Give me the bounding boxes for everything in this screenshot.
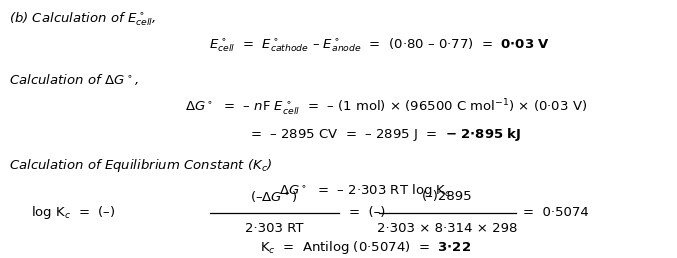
Text: (b) Calculation of $E^\circ_{cell}$,: (b) Calculation of $E^\circ_{cell}$,	[9, 10, 156, 28]
Text: =  (–): = (–)	[349, 206, 385, 219]
Text: $E^\circ_{cell}$  =  $E^\circ_{cathode}$ – $E^\circ_{anode}$  =  (0·80 – 0·77)  : $E^\circ_{cell}$ = $E^\circ_{cathode}$ –…	[209, 36, 550, 54]
Text: K$_c$  =  Antilog (0·5074)  =  $\mathbf{3{\cdot}22}$: K$_c$ = Antilog (0·5074) = $\mathbf{3{\c…	[260, 239, 471, 256]
Text: log K$_c$  =  (–): log K$_c$ = (–)	[30, 204, 115, 221]
Text: (–)2895: (–)2895	[422, 190, 472, 203]
Text: $\Delta G^\circ$  =  – 2·303 RT log K$_c$: $\Delta G^\circ$ = – 2·303 RT log K$_c$	[280, 182, 452, 199]
Text: (–$\Delta G^\circ$): (–$\Delta G^\circ$)	[250, 189, 298, 204]
Text: 2·303 × 8·314 × 298: 2·303 × 8·314 × 298	[376, 222, 517, 235]
Text: Calculation of Equilibrium Constant ($K_c$): Calculation of Equilibrium Constant ($K_…	[9, 157, 272, 174]
Text: 2·303 RT: 2·303 RT	[245, 222, 303, 235]
Text: Calculation of $\Delta G^\circ$,: Calculation of $\Delta G^\circ$,	[9, 72, 138, 87]
Text: =  – 2895 CV  =  – 2895 J  =  $\mathbf{-\ 2{\cdot}895\ kJ}$: = – 2895 CV = – 2895 J = $\mathbf{-\ 2{\…	[250, 126, 521, 143]
Text: =  0·5074: = 0·5074	[523, 206, 589, 219]
Text: $\Delta G^\circ$  =  – $n$F $E^\circ_{cell}$  =  – (1 mol) × (96500 C mol$^{-1}$: $\Delta G^\circ$ = – $n$F $E^\circ_{cell…	[185, 98, 587, 118]
